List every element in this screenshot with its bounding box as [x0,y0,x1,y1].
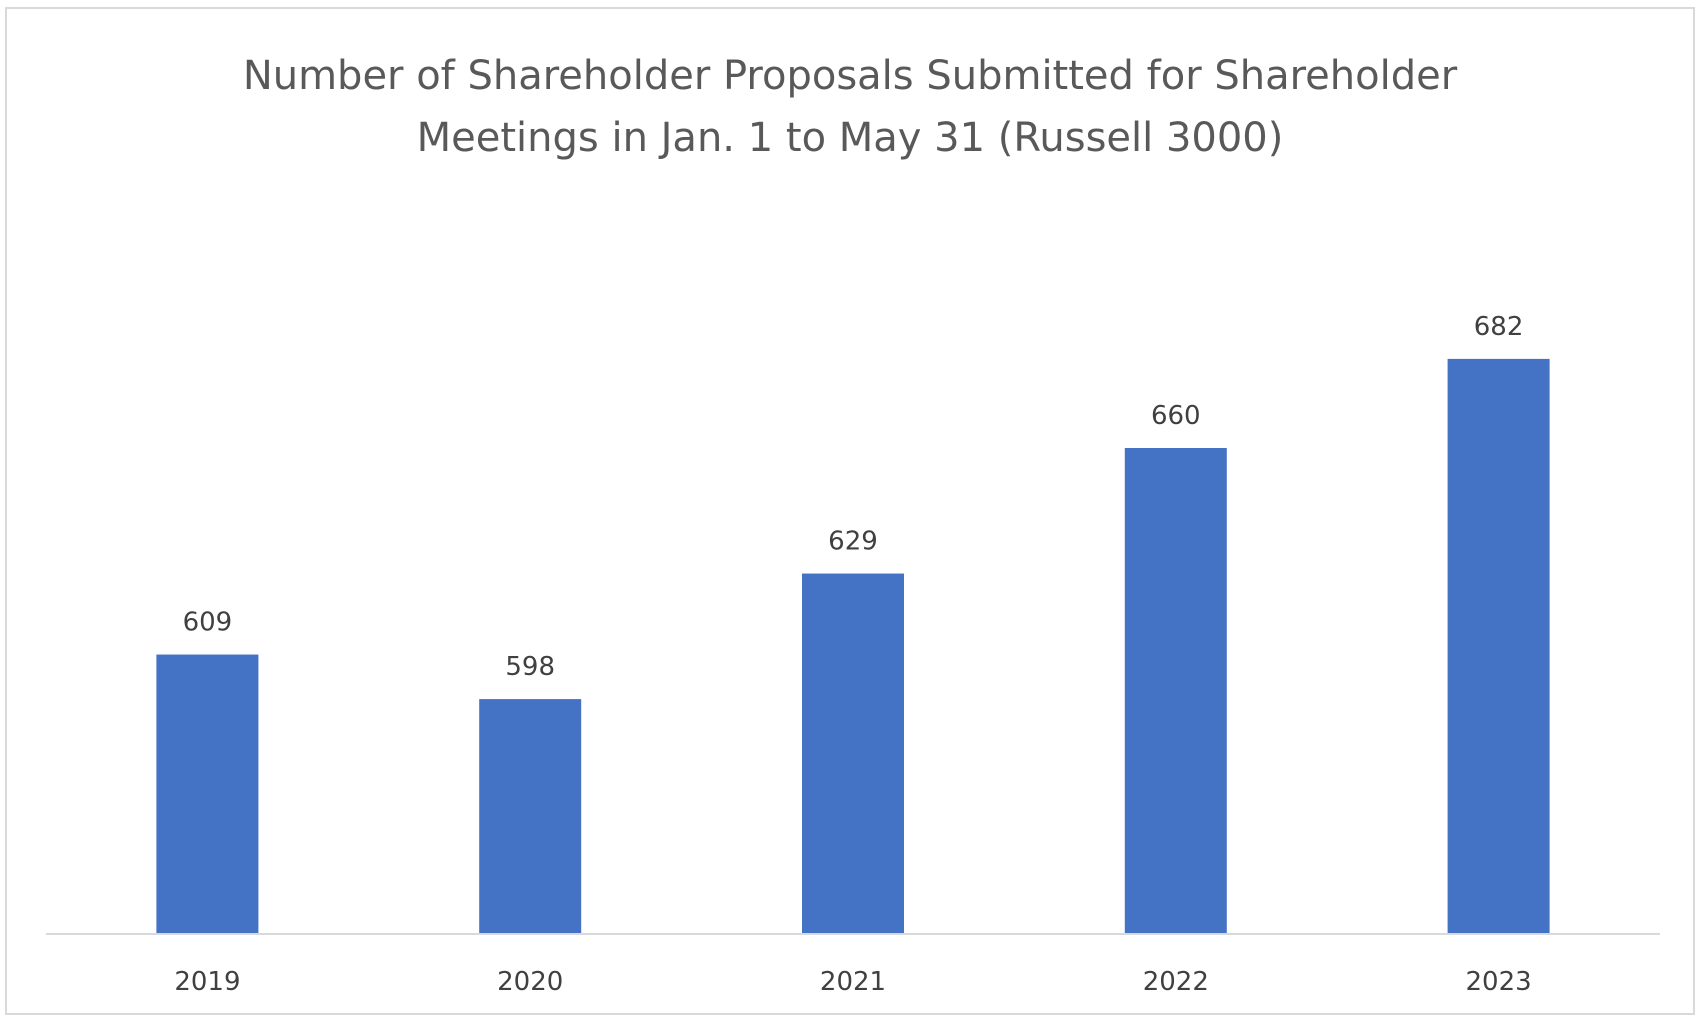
bar-2019 [156,654,259,934]
bar-2020 [479,699,582,934]
data-label-2023: 682 [1474,312,1524,342]
x-tick-label-2021: 2021 [820,967,886,997]
data-label-2021: 629 [828,527,878,557]
data-label-2022: 660 [1151,401,1201,431]
chart-title: Number of Shareholder Proposals Submitte… [7,45,1693,169]
bar-2023 [1447,358,1550,934]
bar-2021 [802,573,904,934]
x-tick-label-2020: 2020 [497,967,563,997]
bars-layer [156,358,1550,934]
bar-2022 [1124,448,1227,934]
x-tick-label-2023: 2023 [1466,967,1532,997]
data-label-2020: 598 [505,652,555,682]
x-tick-label-2022: 2022 [1143,967,1209,997]
chart-title-line-1: Number of Shareholder Proposals Submitte… [242,53,1458,99]
x-tick-label-2019: 2019 [174,967,240,997]
data-label-2019: 609 [183,608,233,638]
labels-layer: 609 2019 598 2020 629 2021 660 2022 682 2023 [174,312,1531,997]
chart-title-line-2: Meetings in Jan. 1 to May 31 (Russell 30… [416,115,1284,161]
